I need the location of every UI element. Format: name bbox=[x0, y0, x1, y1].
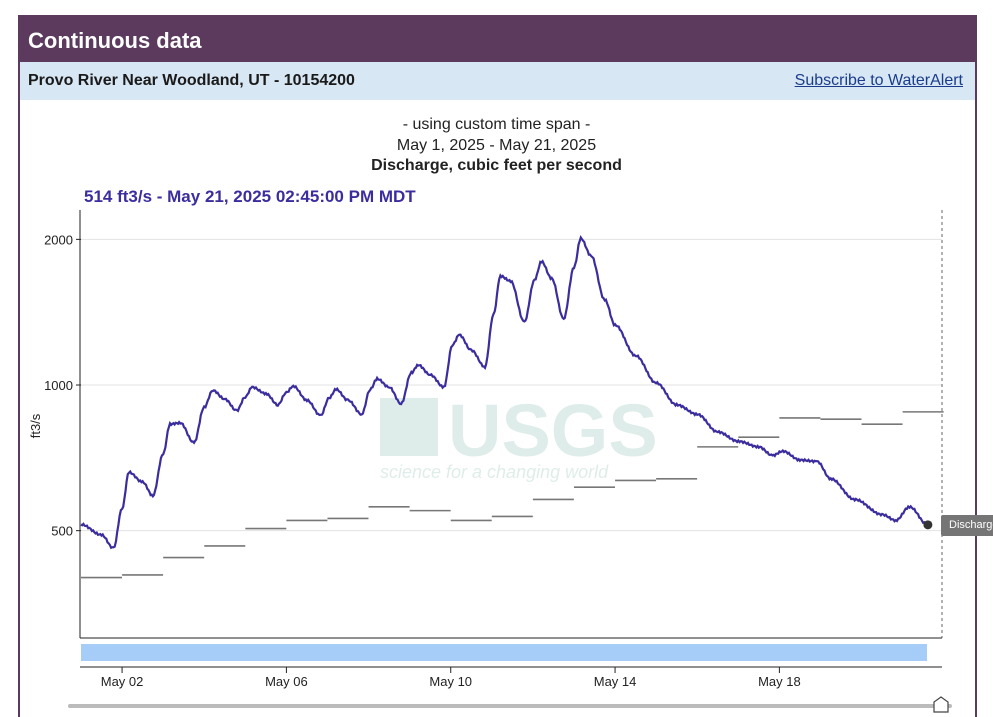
x-tick-label: May 02 bbox=[101, 674, 144, 689]
time-span-note: - using custom time span - bbox=[402, 116, 591, 133]
y-tick-label-500: 500 bbox=[51, 524, 73, 539]
latest-value-point[interactable] bbox=[923, 520, 933, 530]
gridlines bbox=[81, 238, 942, 532]
date-range: May 1, 2025 - May 21, 2025 bbox=[396, 137, 597, 154]
brush-selection[interactable] bbox=[81, 644, 927, 661]
x-tick-label: May 18 bbox=[758, 674, 801, 689]
y-tick-label-2000: 2000 bbox=[44, 232, 73, 247]
y-tick-label-1000: 1000 bbox=[44, 378, 73, 393]
subscribe-wateralert-link[interactable]: Subscribe to WaterAlert bbox=[794, 72, 963, 89]
discharge-tooltip: Discharge bbox=[941, 515, 993, 536]
y-axis-ticks: 500 1000 2000 bbox=[44, 232, 81, 539]
site-name: Provo River Near Woodland, UT - 10154200 bbox=[28, 72, 355, 89]
panel-title: Continuous data bbox=[20, 17, 975, 62]
current-reading: 514 ft3/s - May 21, 2025 02:45:00 PM MDT bbox=[84, 187, 416, 206]
median-series bbox=[81, 411, 944, 579]
slider-handle-icon[interactable] bbox=[933, 696, 949, 713]
x-tick-label: May 14 bbox=[594, 674, 637, 689]
x-axis-ticks: May 02 May 06 May 10 May 14 May 18 bbox=[101, 667, 801, 689]
x-tick-label: May 10 bbox=[429, 674, 472, 689]
continuous-data-panel: Continuous data Provo River Near Woodlan… bbox=[18, 15, 977, 717]
y-axis-label: ft3/s bbox=[28, 413, 43, 438]
watermark-usgs: USGS bbox=[448, 389, 658, 472]
discharge-line[interactable] bbox=[80, 235, 929, 550]
parameter-label: Discharge, cubic feet per second bbox=[371, 157, 622, 174]
x-tick-label: May 06 bbox=[265, 674, 308, 689]
usgs-logo-icon bbox=[380, 398, 438, 456]
watermark: USGS science for a changing world bbox=[380, 389, 658, 482]
site-bar: Provo River Near Woodland, UT - 10154200… bbox=[20, 62, 975, 100]
watermark-tagline: science for a changing world bbox=[380, 462, 609, 482]
